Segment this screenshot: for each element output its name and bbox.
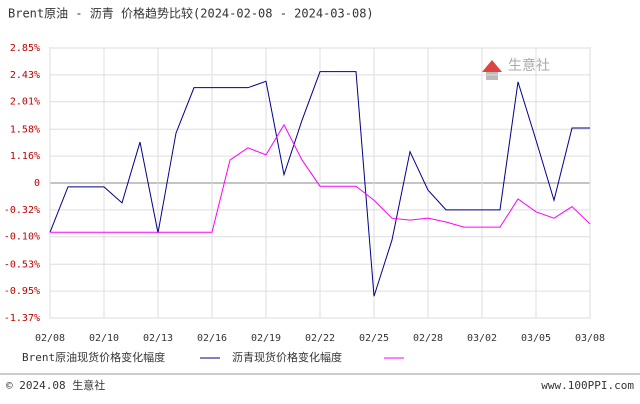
y-tick-label: 2.01% — [10, 97, 40, 108]
x-tick-label: 02/19 — [251, 333, 281, 344]
footer-right: www.100PPI.com — [541, 379, 634, 392]
x-tick-label: 02/22 — [305, 333, 335, 344]
x-tick-label: 02/08 — [35, 333, 65, 344]
x-tick-label: 02/25 — [359, 333, 389, 344]
y-tick-label: -0.53% — [4, 259, 40, 270]
x-tick-label: 03/08 — [575, 333, 605, 344]
chart-title: Brent原油 - 沥青 价格趋势比较(2024-02-08 - 2024-03… — [8, 6, 374, 21]
legend-label: 沥青现货价格变化幅度 — [232, 350, 342, 364]
y-tick-label: -0.95% — [4, 286, 40, 297]
y-tick-label: -0.10% — [4, 232, 40, 243]
x-tick-label: 02/13 — [143, 333, 173, 344]
x-tick-label: 03/02 — [467, 333, 497, 344]
y-tick-label: 1.16% — [10, 151, 40, 162]
y-tick-label: -1.37% — [4, 313, 40, 324]
series-line — [50, 123, 591, 233]
y-tick-label: -0.32% — [4, 205, 40, 216]
legend-label: Brent原油现货价格变化幅度 — [22, 350, 165, 364]
series-line — [49, 71, 590, 297]
y-tick-label: 1.58% — [10, 124, 40, 135]
y-tick-label: 0 — [34, 178, 40, 189]
x-tick-label: 02/16 — [197, 333, 227, 344]
y-tick-label: 2.85% — [10, 43, 40, 54]
watermark: 生意社 — [508, 57, 550, 74]
x-tick-label: 03/05 — [521, 333, 551, 344]
x-tick-label: 02/28 — [413, 333, 443, 344]
y-tick-label: 2.43% — [10, 70, 40, 81]
footer-left: © 2024.08 生意社 — [6, 378, 105, 392]
watermark-logo — [482, 60, 502, 80]
x-tick-label: 02/10 — [89, 333, 119, 344]
